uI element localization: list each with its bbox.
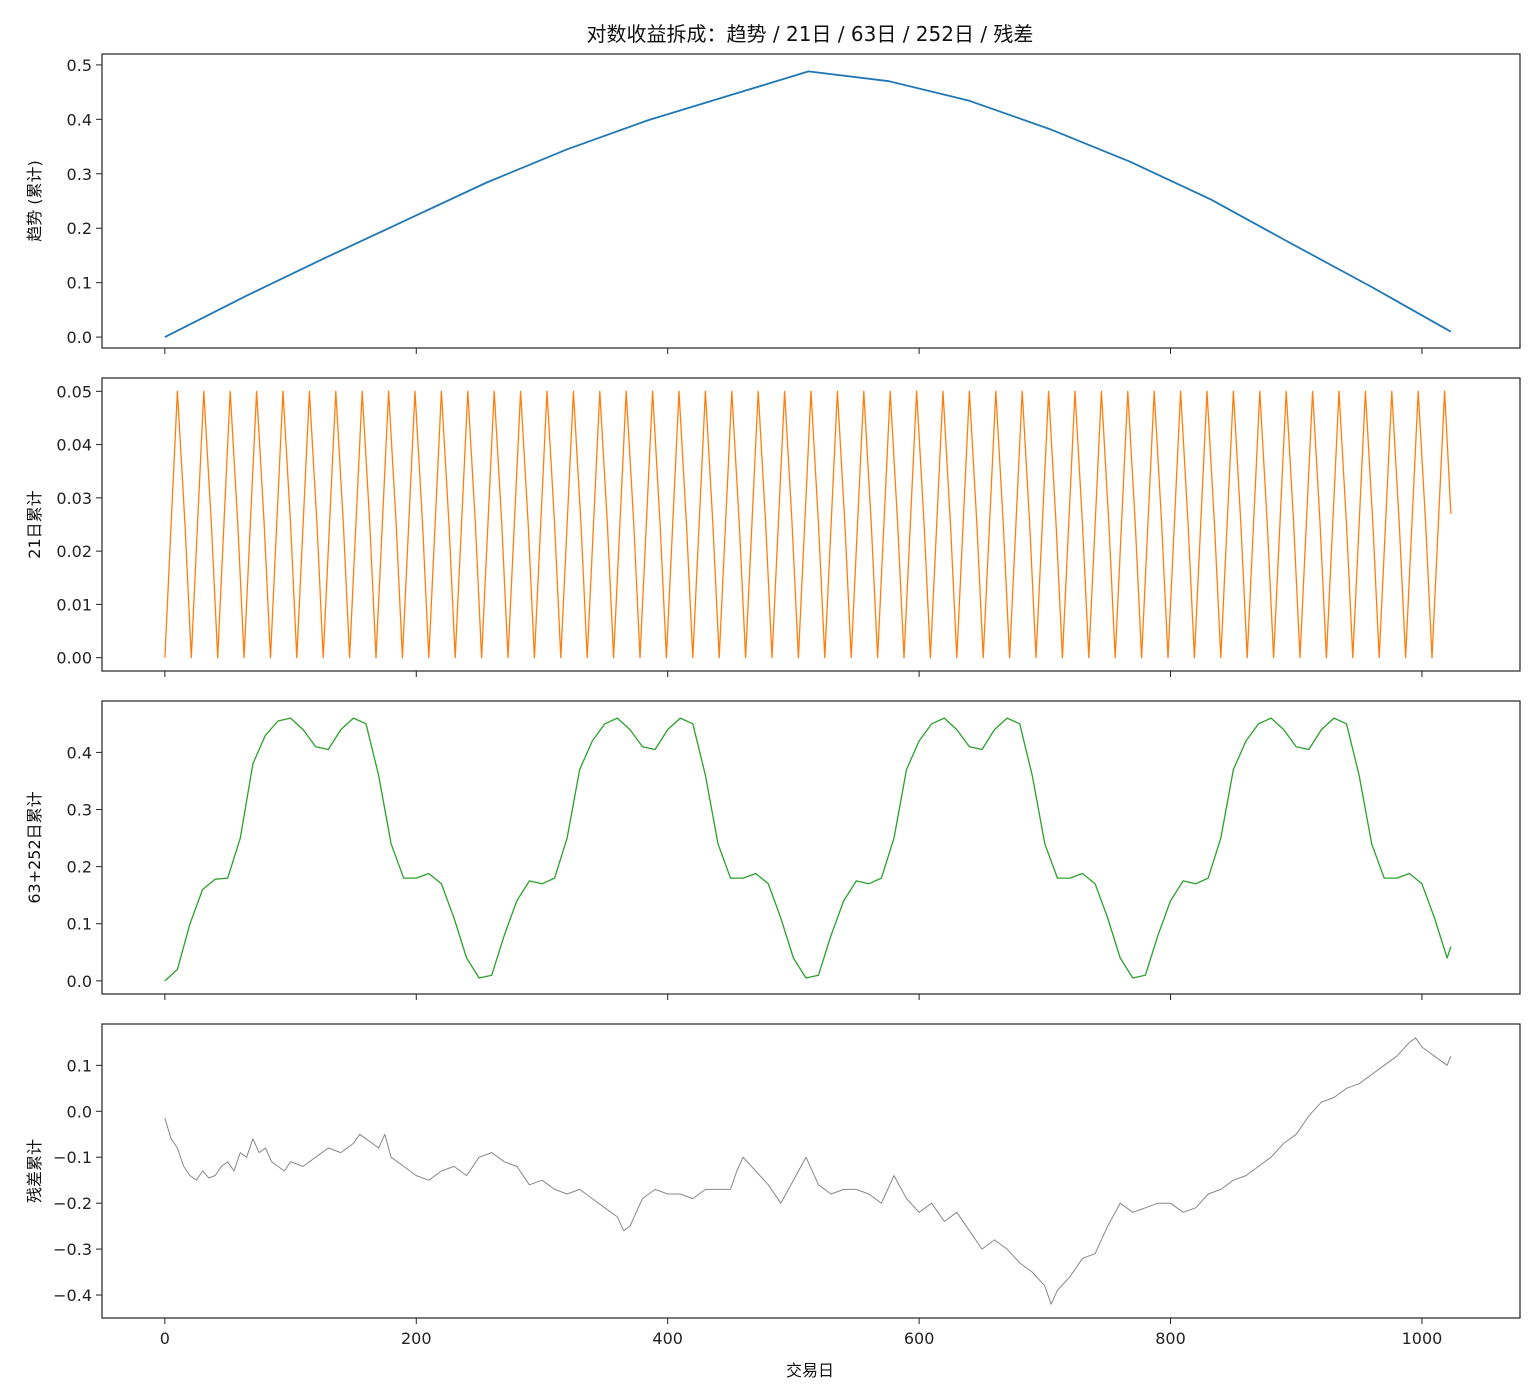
y-tick-label: 0.0 — [67, 328, 92, 347]
y-tick-label: 0.04 — [56, 436, 92, 455]
y-tick-label: 0.2 — [67, 219, 92, 238]
y-tick-label: 0.5 — [67, 56, 92, 75]
x-axis-label: 交易日 — [786, 1361, 834, 1380]
y-tick-label: −0.1 — [53, 1148, 92, 1167]
y-tick-label: 0.03 — [56, 489, 92, 508]
series-line-1 — [164, 70, 1452, 338]
y-axis-label: 残差累计 — [25, 1139, 44, 1203]
y-tick-label: −0.3 — [53, 1240, 92, 1259]
y-axis-label: 趋势 (累计) — [25, 160, 44, 242]
panel-4: −0.4 −0.3 −0.2 −0.1 0.0 0.1 0 200 400 600 800 1000 残… — [25, 1023, 1521, 1348]
y-tick-label: 0.4 — [67, 743, 92, 762]
y-axis-label: 21日累计 — [25, 490, 44, 558]
axes-frame — [101, 700, 1521, 995]
panel-2: 0.00 0.01 0.02 0.03 0.04 0.05 21日累计 — [25, 377, 1521, 677]
figure-title: 对数收益拆成：趋势 / 21日 / 63日 / 252日 / 残差 — [587, 22, 1034, 46]
y-axis-label: 63+252日累计 — [25, 791, 44, 903]
series-line-3 — [164, 717, 1452, 982]
x-tick-label: 800 — [1155, 1329, 1186, 1348]
panel-3: 0.0 0.1 0.2 0.3 0.4 63+252日累计 — [25, 700, 1521, 1000]
x-tick-label: 600 — [904, 1329, 935, 1348]
panels: 0.00.10.20.30.40.5趋势 (累计)0.000.010.020.0… — [25, 53, 1521, 1348]
x-tick-label: 200 — [401, 1329, 432, 1348]
y-tick-label: 0.1 — [67, 1056, 92, 1075]
y-tick-label: −0.4 — [53, 1286, 92, 1305]
y-tick-label: 0.0 — [67, 1102, 92, 1121]
x-tick-label: 1000 — [1402, 1329, 1443, 1348]
y-tick-label: 0.4 — [67, 110, 92, 129]
x-tick-label: 400 — [652, 1329, 683, 1348]
y-tick-label: 0.2 — [67, 858, 92, 877]
y-tick-label: 0.05 — [56, 382, 92, 401]
y-tick-label: 0.0 — [67, 972, 92, 991]
panel-1: 0.0 0.1 0.2 0.3 0.4 0.5 趋势 (累计) — [25, 53, 1521, 354]
y-tick-label: 0.01 — [56, 595, 92, 614]
y-tick-label: 0.3 — [67, 165, 92, 184]
y-tick-label: 0.1 — [67, 274, 92, 293]
y-tick-label: 0.1 — [67, 915, 92, 934]
x-tick-label: 0 — [160, 1329, 170, 1348]
y-tick-label: −0.2 — [53, 1194, 92, 1213]
y-tick-label: 0.3 — [67, 801, 92, 820]
y-tick-label: 0.00 — [56, 649, 92, 668]
axes-frame — [101, 1023, 1521, 1319]
y-tick-label: 0.02 — [56, 542, 92, 561]
axes-frame — [101, 53, 1521, 349]
series-line-4 — [164, 1037, 1452, 1305]
axes-frame — [101, 377, 1521, 672]
series-line-2 — [164, 390, 1452, 659]
